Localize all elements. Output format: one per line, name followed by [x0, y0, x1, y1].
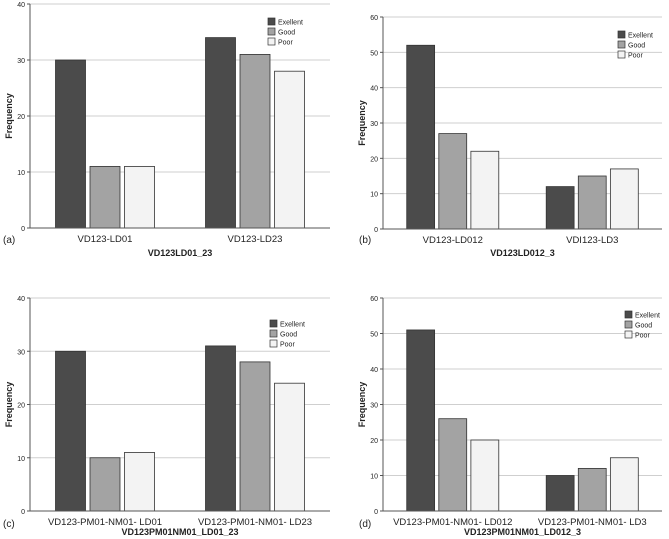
x-axis-title: VD123PM01NM01_LD012_3 [464, 527, 581, 537]
legend-swatch-good [269, 329, 278, 338]
legend-swatch-good [624, 320, 633, 329]
legend-swatch-good [617, 40, 626, 49]
x-tick-label: VDI123-LD3 [566, 235, 618, 246]
y-tick-label: 0 [374, 227, 378, 234]
legend-label-good: Good [628, 43, 645, 50]
chart-panel-d: VD123-PM01-NM01- LD012 VD123-PM01-NM01- L… [357, 296, 662, 537]
y-axis-label: Frequency [4, 382, 14, 428]
y-axis-label: Frequency [4, 93, 14, 139]
bar-exellent-1 [55, 350, 86, 512]
x-tick-label: VD123-PM01-NM01- LD01 [48, 517, 162, 528]
legend-swatch-exellent [267, 17, 276, 26]
chart-panel-c: VD123-PM01-NM01- LD01 VD123-PM01-NM01- LD… [3, 296, 330, 537]
x-tick-label: VD123-LD23 [228, 234, 283, 245]
bar-exellent-2 [205, 345, 236, 512]
y-tick-label: 0 [374, 509, 378, 516]
legend-swatch-good [267, 27, 276, 36]
legend-label-poor: Poor [280, 342, 295, 349]
y-tick-label: 20 [370, 438, 378, 445]
legend-swatch-poor [267, 37, 276, 46]
legend-label-good: Good [635, 323, 652, 330]
bar-good-2 [239, 361, 271, 512]
y-tick-label: 60 [370, 15, 378, 22]
bar-poor-1 [124, 452, 155, 512]
bar-good-2 [577, 175, 607, 230]
legend-label-good: Good [278, 30, 295, 37]
legend-swatch-exellent [269, 319, 278, 328]
bar-good-1 [438, 418, 468, 512]
bar-poor-1 [470, 439, 500, 512]
y-tick-label: 30 [370, 121, 378, 128]
y-tick-label: 0 [21, 509, 25, 516]
legend-label-poor: Poor [278, 40, 293, 47]
y-tick-label: 0 [21, 226, 25, 233]
y-axis-label: Frequency [357, 100, 367, 146]
legend-swatch-exellent [624, 310, 633, 319]
bar-poor-1 [470, 150, 500, 230]
chart-panel-b: VD123-LD012 VDI123-LD3 0 10 20 30 40 50 60 Freque… [357, 15, 662, 258]
x-axis-title: VD123PM01NM01_LD01_23 [121, 527, 238, 537]
y-tick-label: 20 [17, 114, 25, 121]
y-tick-label: 30 [370, 403, 378, 410]
bar-exellent-2 [545, 186, 575, 230]
legend-label-good: Good [280, 332, 297, 339]
y-tick-label: 10 [17, 456, 25, 463]
x-axis-title: VD123LD012_3 [490, 248, 555, 258]
x-tick-label: VD123-PM01-NM01- LD23 [198, 517, 312, 528]
x-tick-label: VD123-PM01-NM01- LD012 [393, 517, 512, 528]
panel-label: (d) [359, 519, 371, 530]
panel-label: (b) [359, 235, 371, 246]
bar-exellent-1 [55, 59, 86, 229]
bar-exellent-1 [406, 44, 436, 230]
y-tick-label: 40 [17, 2, 25, 9]
y-tick-label: 60 [370, 296, 378, 303]
legend-swatch-poor [617, 50, 626, 59]
legend-swatch-exellent [617, 30, 626, 39]
bar-exellent-1 [406, 329, 436, 512]
y-axis-label: Frequency [357, 382, 367, 428]
y-tick-label: 20 [370, 156, 378, 163]
legend-label-exellent: Exellent [278, 20, 303, 27]
legend-swatch-poor [269, 339, 278, 348]
legend-label-exellent: Exellent [628, 33, 653, 40]
legend-label-exellent: Exellent [635, 313, 660, 320]
chart-panel-a: VD123-LD01 VD123-LD23 0 10 20 30 40 Frequency VD… [3, 2, 330, 258]
bar-poor-2 [274, 382, 305, 512]
y-tick-label: 40 [370, 86, 378, 93]
bar-good-1 [89, 457, 121, 512]
y-tick-label: 10 [370, 474, 378, 481]
x-tick-label: VD123-PM01-NM01- LD3 [538, 517, 647, 528]
bar-good-1 [438, 133, 468, 230]
y-tick-label: 50 [370, 50, 378, 57]
legend-swatch-poor [624, 330, 633, 339]
y-tick-label: 50 [370, 332, 378, 339]
legend-label-poor: Poor [628, 53, 643, 60]
bar-good-2 [239, 54, 271, 229]
y-tick-label: 20 [17, 403, 25, 410]
bar-good-1 [89, 165, 121, 229]
bar-good-2 [577, 467, 607, 512]
y-tick-label: 30 [17, 349, 25, 356]
x-tick-label: VD123-LD01 [78, 234, 133, 245]
panel-label: (c) [3, 519, 15, 530]
x-axis-title: VD123LD01_23 [148, 248, 213, 258]
y-tick-label: 40 [17, 296, 25, 303]
bar-exellent-2 [205, 37, 236, 229]
bar-exellent-2 [545, 475, 575, 512]
legend-label-exellent: Exellent [280, 322, 305, 329]
x-tick-label: VD123-LD012 [423, 235, 483, 246]
bar-poor-1 [124, 165, 155, 229]
bar-poor-2 [274, 70, 305, 229]
panel-label: (a) [3, 235, 15, 246]
bar-poor-2 [609, 457, 639, 512]
bar-poor-2 [609, 168, 639, 230]
y-tick-label: 10 [370, 192, 378, 199]
legend-label-poor: Poor [635, 333, 650, 340]
y-tick-label: 10 [17, 170, 25, 177]
y-tick-label: 30 [17, 58, 25, 65]
y-tick-label: 40 [370, 367, 378, 374]
